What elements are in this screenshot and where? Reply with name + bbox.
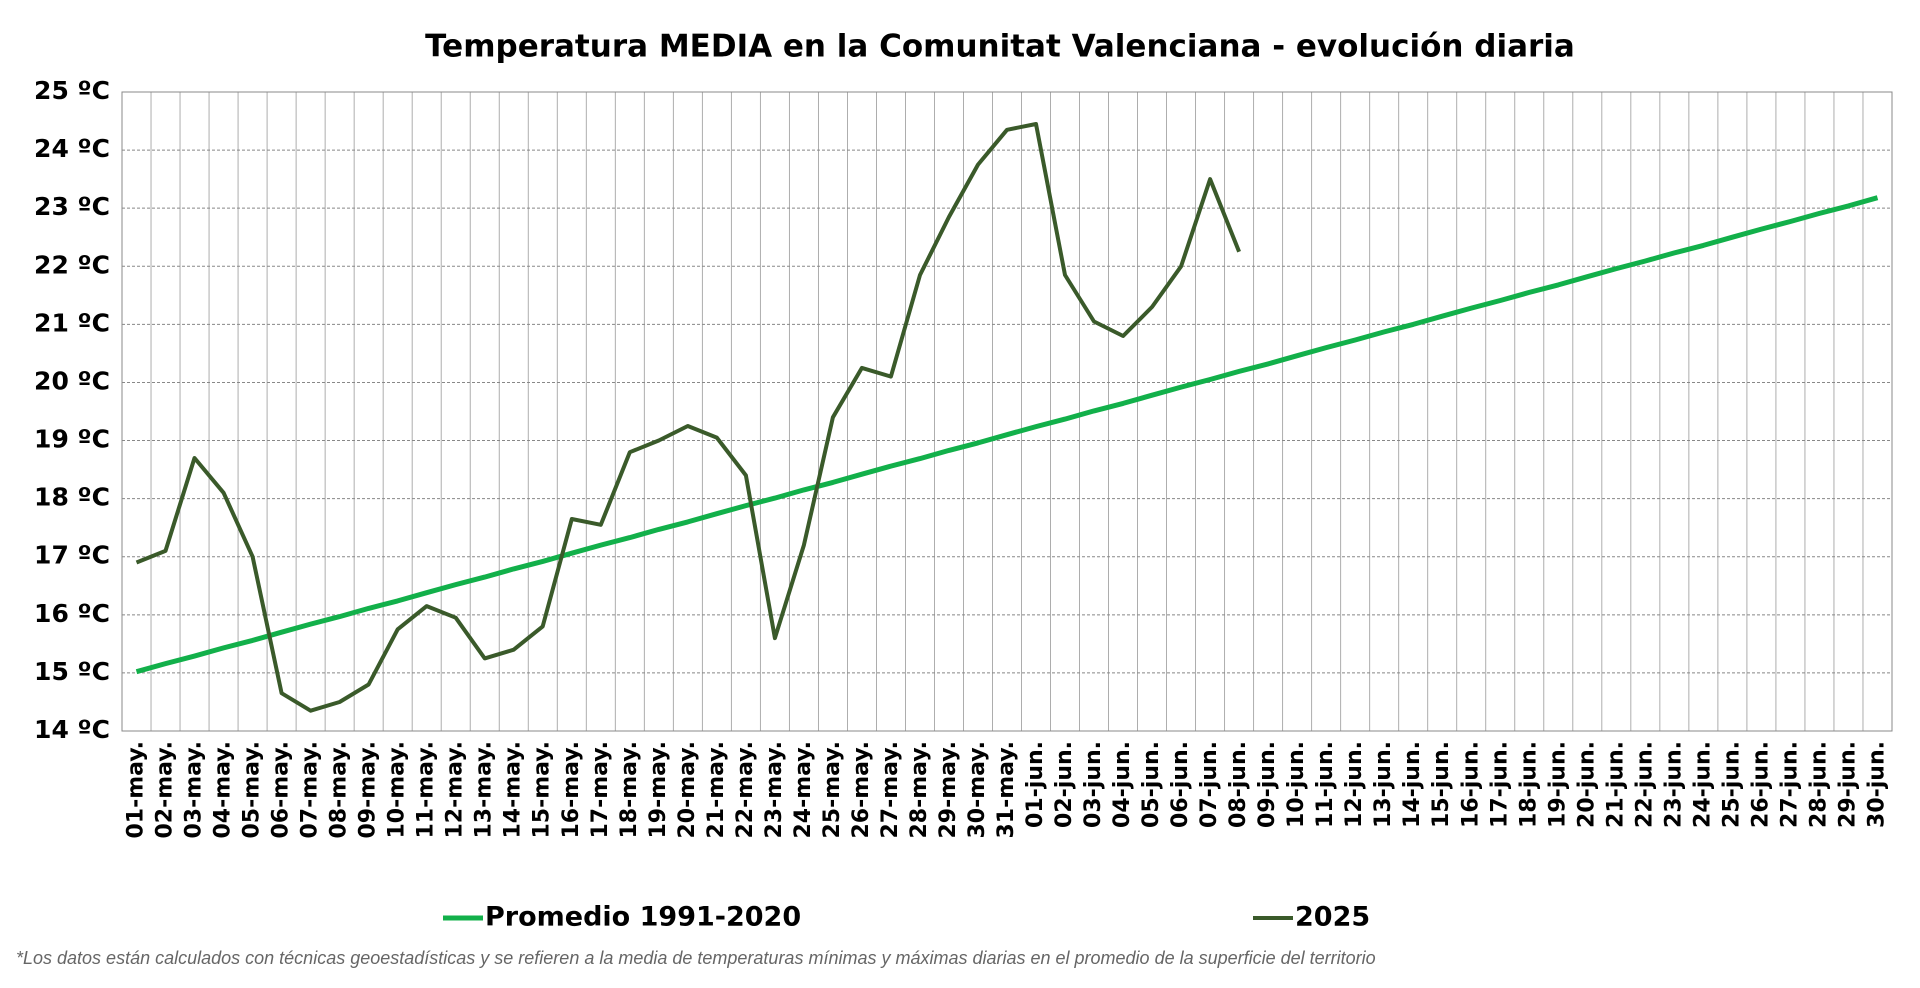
x-tick-label: 14-jun. (1400, 741, 1425, 828)
x-tick-label: 14-may. (501, 741, 526, 839)
x-tick-label: 20-jun. (1574, 741, 1599, 828)
x-tick-label: 04-jun. (1110, 741, 1135, 828)
x-tick-label: 02-may. (153, 741, 178, 839)
x-tick-label: 22-may. (733, 741, 758, 839)
x-tick-label: 05-jun. (1139, 741, 1164, 828)
y-tick-label: 14 ºC (34, 715, 110, 744)
x-tick-label: 09-may. (356, 741, 381, 839)
x-tick-label: 07-jun. (1197, 741, 1222, 828)
y-tick-label: 21 ºC (34, 308, 110, 337)
x-tick-label: 09-jun. (1255, 741, 1280, 828)
x-tick-label: 30-may. (965, 741, 990, 839)
x-tick-label: 03-may. (182, 741, 207, 839)
x-tick-label: 17-may. (588, 741, 613, 839)
y-tick-label: 15 ºC (34, 657, 110, 686)
x-tick-label: 18-jun. (1516, 741, 1541, 828)
x-tick-label: 23-may. (762, 741, 787, 839)
x-tick-label: 06-jun. (1168, 741, 1193, 828)
y-tick-label: 22 ºC (34, 250, 110, 279)
x-tick-label: 27-may. (878, 741, 903, 839)
x-tick-label: 06-may. (269, 741, 294, 839)
x-tick-label: 01-jun. (1023, 741, 1048, 828)
x-tick-label: 25-may. (820, 741, 845, 839)
x-tick-label: 23-jun. (1661, 741, 1686, 828)
chart-title: Temperatura MEDIA en la Comunitat Valenc… (425, 29, 1575, 65)
x-tick-label: 13-jun. (1371, 741, 1396, 828)
x-tick-label: 10-jun. (1284, 741, 1309, 828)
y-tick-label: 18 ºC (34, 483, 110, 512)
x-tick-label: 31-may. (994, 741, 1019, 839)
x-tick-label: 01-may. (124, 741, 149, 839)
x-tick-label: 05-may. (240, 741, 265, 839)
x-tick-label: 12-jun. (1342, 741, 1367, 828)
x-tick-label: 10-may. (385, 741, 410, 839)
x-tick-label: 11-jun. (1313, 741, 1338, 828)
y-tick-label: 25 ºC (34, 76, 110, 105)
x-tick-label: 30-jun. (1864, 741, 1889, 828)
x-tick-label: 03-jun. (1081, 741, 1106, 828)
x-tick-label: 08-may. (327, 741, 352, 839)
x-tick-label: 22-jun. (1632, 741, 1657, 828)
y-tick-label: 20 ºC (34, 366, 110, 395)
x-tick-label: 21-may. (704, 741, 729, 839)
x-tick-label: 11-may. (414, 741, 439, 839)
x-tick-label: 24-may. (791, 741, 816, 839)
x-tick-label: 24-jun. (1690, 741, 1715, 828)
series-line (135, 195, 1879, 675)
y-tick-label: 23 ºC (34, 192, 110, 221)
x-tick-label: 28-jun. (1806, 741, 1831, 828)
x-tick-label: 16-may. (559, 741, 584, 839)
y-tick-label: 16 ºC (34, 599, 110, 628)
x-tick-label: 25-jun. (1719, 741, 1744, 828)
legend-label: Promedio 1991-2020 (485, 902, 801, 933)
x-tick-label: 17-jun. (1487, 741, 1512, 828)
x-tick-label: 15-jun. (1429, 741, 1454, 828)
x-tick-label: 19-may. (646, 741, 671, 839)
x-tick-label: 26-jun. (1748, 741, 1773, 828)
x-tick-label: 18-may. (617, 741, 642, 839)
y-tick-label: 24 ºC (34, 134, 110, 163)
x-tick-label: 21-jun. (1603, 741, 1628, 828)
y-tick-label: 19 ºC (34, 425, 110, 454)
plot-frame (121, 91, 1893, 732)
x-tick-label: 08-jun. (1226, 741, 1251, 828)
x-tick-label: 29-jun. (1835, 741, 1860, 828)
x-tick-label: 13-may. (472, 741, 497, 839)
y-tick-label: 17 ºC (34, 541, 110, 570)
x-tick-label: 26-may. (849, 741, 874, 839)
footnote: *Los datos están calculados con técnicas… (16, 948, 1376, 968)
x-tick-label: 20-may. (675, 741, 700, 839)
series-line (135, 122, 1241, 713)
x-tick-label: 16-jun. (1458, 741, 1483, 828)
x-tick-label: 19-jun. (1545, 741, 1570, 828)
x-tick-label: 02-jun. (1052, 741, 1077, 828)
legend-label: 2025 (1295, 902, 1370, 933)
x-tick-label: 12-may. (443, 741, 468, 839)
x-tick-label: 07-may. (298, 741, 323, 839)
x-tick-label: 15-may. (530, 741, 555, 839)
x-tick-label: 28-may. (907, 741, 932, 839)
x-tick-label: 04-may. (211, 741, 236, 839)
x-tick-label: 27-jun. (1777, 741, 1802, 828)
x-tick-label: 29-may. (936, 741, 961, 839)
